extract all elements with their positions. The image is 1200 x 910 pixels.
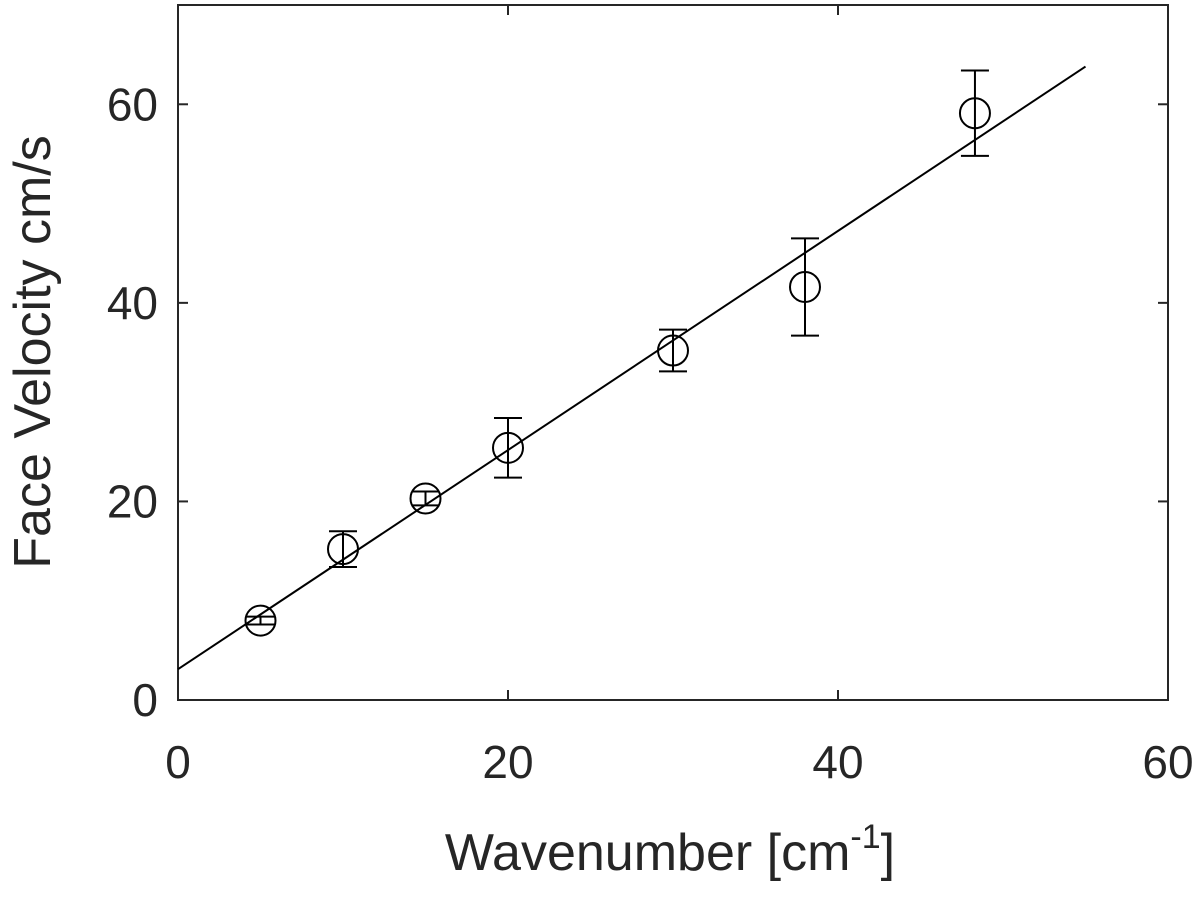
y-tick-labels: 0 20 40 60 bbox=[107, 78, 158, 726]
x-tick-label: 40 bbox=[812, 736, 863, 788]
y-tick-label: 20 bbox=[107, 475, 158, 527]
x-tick-label: 0 bbox=[165, 736, 191, 788]
points-layer bbox=[244, 69, 991, 637]
y-tick-label: 40 bbox=[107, 277, 158, 329]
fit-layer bbox=[177, 65, 1087, 671]
point-marker bbox=[244, 604, 277, 637]
y-tick-label: 60 bbox=[107, 78, 158, 130]
x-axis-label-superscript: -1 bbox=[850, 818, 880, 856]
point-marker bbox=[327, 533, 359, 566]
point-marker bbox=[492, 431, 524, 464]
fit-line bbox=[177, 65, 1087, 671]
x-axis-label-main: Wavenumber [cm bbox=[445, 824, 851, 882]
data-point bbox=[244, 604, 277, 637]
x-tick-label: 20 bbox=[482, 736, 533, 788]
x-axis-label-suffix: ] bbox=[881, 824, 895, 882]
x-tick-labels: 0 20 40 60 bbox=[165, 736, 1193, 788]
data-point bbox=[409, 482, 442, 515]
data-point bbox=[492, 417, 524, 479]
y-axis-label: Face Velocity cm/s bbox=[4, 135, 62, 568]
data-point bbox=[657, 328, 689, 373]
y-tick-label: 0 bbox=[132, 674, 158, 726]
x-tick-label: 60 bbox=[1142, 736, 1193, 788]
axis-ticks bbox=[177, 5, 1169, 701]
plot-frame bbox=[177, 4, 1169, 701]
data-point bbox=[789, 237, 821, 337]
point-marker bbox=[409, 482, 442, 515]
point-marker bbox=[958, 97, 991, 130]
data-point bbox=[327, 530, 359, 568]
point-marker bbox=[657, 334, 689, 367]
data-point bbox=[958, 69, 991, 157]
point-marker bbox=[789, 270, 821, 303]
x-axis-label: Wavenumber [cm-1] bbox=[445, 818, 895, 882]
